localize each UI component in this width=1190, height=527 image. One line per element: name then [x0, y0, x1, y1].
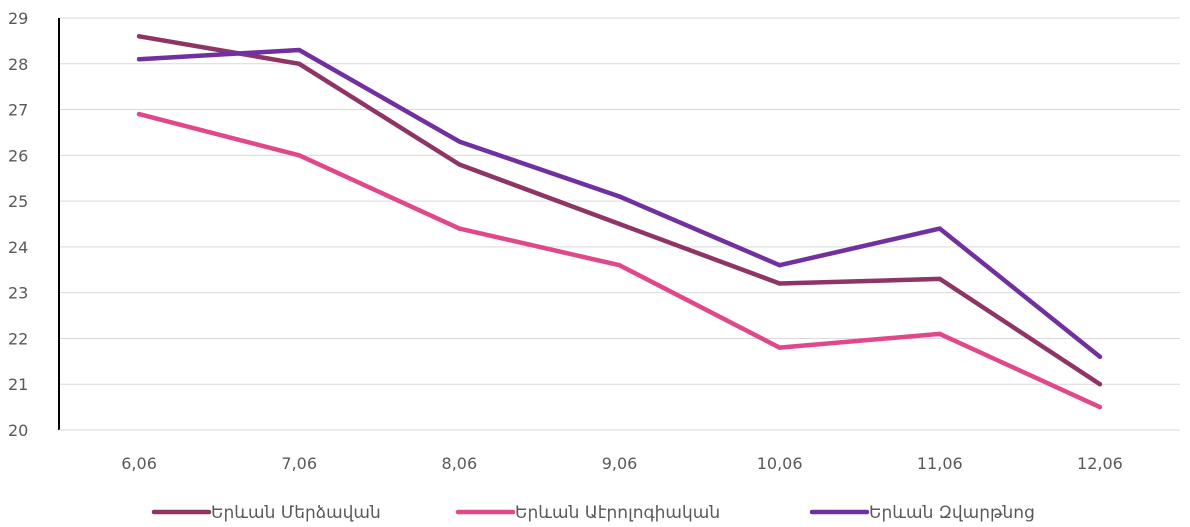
data-point — [1098, 405, 1102, 409]
x-tick-label: 7,06 — [281, 454, 317, 473]
x-tick-labels: 6,06 7,06 8,06 9,06 10,06 11,06 12,06 — [121, 454, 1123, 473]
y-tick-labels: 20 21 22 23 24 25 26 27 28 29 — [8, 9, 28, 440]
series-line-1 — [139, 36, 1100, 384]
x-tick-label: 10,06 — [757, 454, 803, 473]
x-tick-label: 11,06 — [917, 454, 963, 473]
data-point — [1098, 382, 1102, 386]
data-point — [457, 162, 461, 166]
data-point — [617, 194, 621, 198]
data-point — [1098, 355, 1102, 359]
data-point — [777, 263, 781, 267]
data-point — [777, 281, 781, 285]
legend-label: Երևան Մերձավան — [211, 503, 381, 523]
series-lines — [137, 34, 1102, 409]
data-point — [938, 332, 942, 336]
x-tick-label: 6,06 — [121, 454, 157, 473]
series-line-3 — [139, 50, 1100, 357]
y-tick-label: 26 — [8, 146, 28, 165]
y-tick-label: 27 — [8, 101, 28, 120]
data-point — [938, 277, 942, 281]
x-tick-label: 12,06 — [1077, 454, 1123, 473]
x-tick-label: 9,06 — [602, 454, 638, 473]
data-point — [617, 222, 621, 226]
data-point — [457, 139, 461, 143]
data-point — [777, 345, 781, 349]
y-tick-label: 28 — [8, 55, 28, 74]
data-point — [137, 34, 141, 38]
legend-label: Երևան Զվարթնոց — [869, 503, 1035, 523]
y-tick-label: 21 — [8, 375, 28, 394]
gridlines — [59, 18, 1180, 384]
data-point — [617, 263, 621, 267]
y-tick-label: 20 — [8, 421, 28, 440]
data-point — [137, 57, 141, 61]
data-point — [938, 226, 942, 230]
series-line-2 — [139, 114, 1100, 407]
data-point — [297, 62, 301, 66]
legend: Երևան Մերձավան Երևան Աէրոլոգիական Երևան Զվ… — [154, 503, 1035, 523]
y-tick-label: 24 — [8, 238, 28, 257]
x-tick-label: 8,06 — [442, 454, 478, 473]
y-tick-label: 29 — [8, 9, 28, 28]
data-point — [297, 48, 301, 52]
y-tick-label: 22 — [8, 329, 28, 348]
data-point — [137, 112, 141, 116]
y-tick-label: 23 — [8, 284, 28, 303]
y-tick-label: 25 — [8, 192, 28, 211]
data-point — [457, 226, 461, 230]
legend-label: Երևան Աէրոլոգիական — [515, 503, 720, 523]
data-point — [297, 153, 301, 157]
